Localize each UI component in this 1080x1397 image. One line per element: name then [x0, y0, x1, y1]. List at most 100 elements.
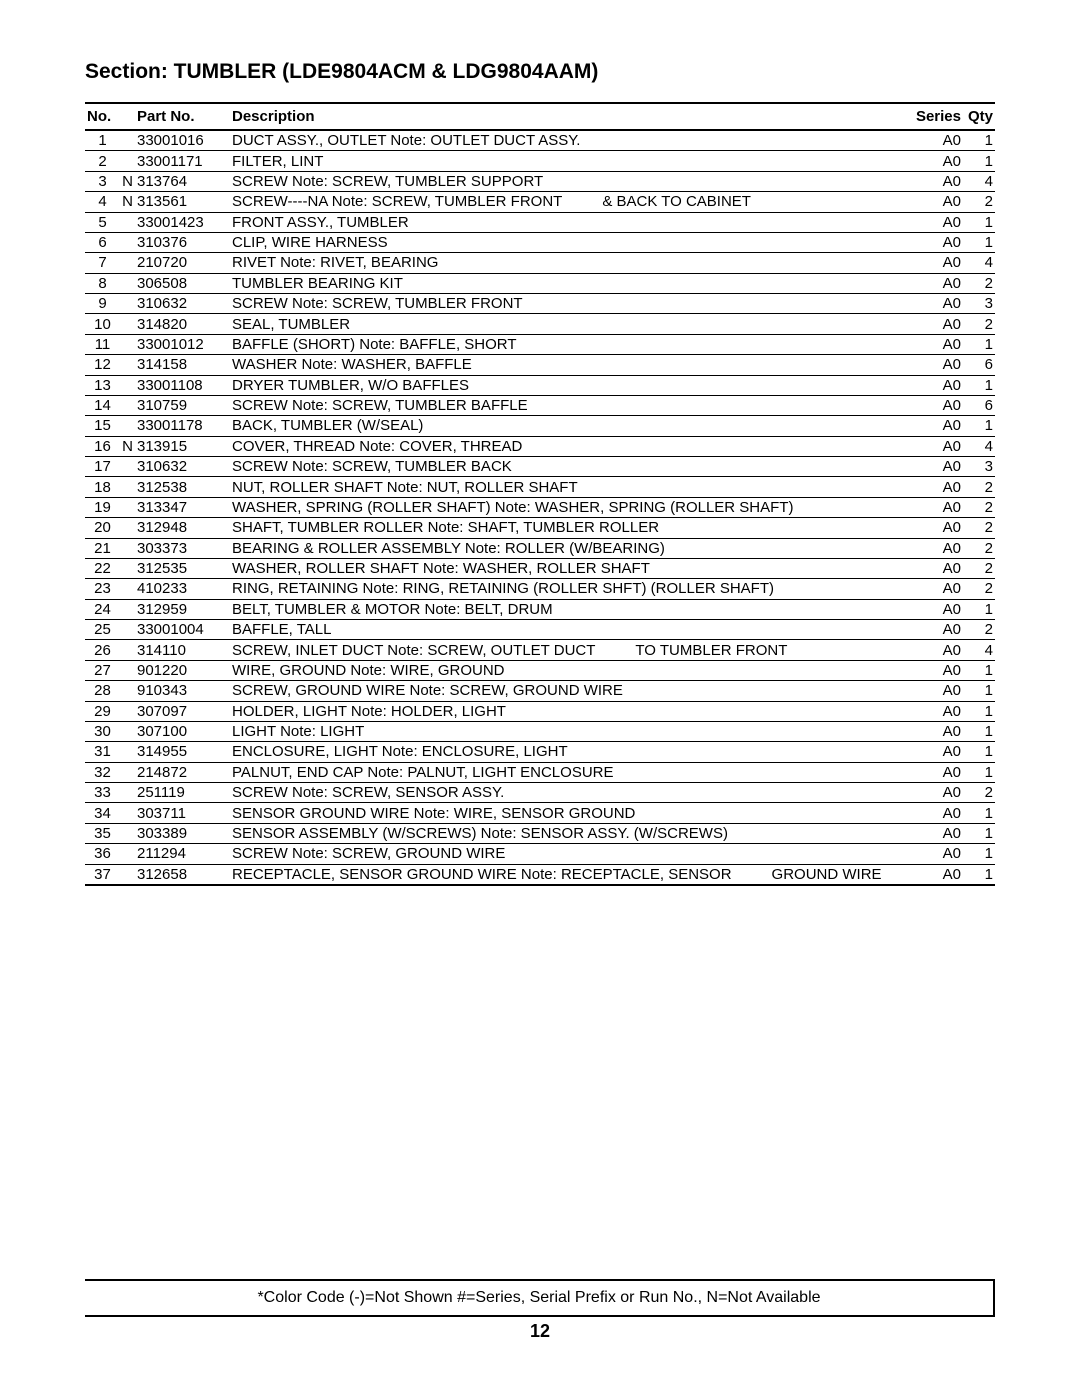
cell-desc-main: PALNUT, END CAP Note: PALNUT, LIGHT ENCL…	[232, 764, 614, 781]
cell-part: 901220	[135, 660, 230, 680]
cell-desc-main: WASHER, ROLLER SHAFT Note: WASHER, ROLLE…	[232, 560, 650, 577]
cell-desc: ENCLOSURE, LIGHT Note: ENCLOSURE, LIGHT	[230, 742, 908, 762]
cell-flag	[120, 762, 135, 782]
cell-no: 29	[85, 701, 120, 721]
cell-series: A0	[908, 681, 963, 701]
cell-desc-main: LIGHT Note: LIGHT	[232, 723, 364, 740]
cell-part: 306508	[135, 273, 230, 293]
cell-series: A0	[908, 620, 963, 640]
cell-no: 30	[85, 721, 120, 741]
cell-flag	[120, 497, 135, 517]
cell-desc-extra: & BACK TO CABINET	[602, 193, 751, 210]
cell-desc-main: SENSOR ASSEMBLY (W/SCREWS) Note: SENSOR …	[232, 825, 728, 842]
cell-no: 16	[85, 436, 120, 456]
cell-series: A0	[908, 375, 963, 395]
cell-flag	[120, 579, 135, 599]
cell-desc: HOLDER, LIGHT Note: HOLDER, LIGHT	[230, 701, 908, 721]
cell-desc-main: SENSOR GROUND WIRE Note: WIRE, SENSOR GR…	[232, 805, 635, 822]
cell-no: 28	[85, 681, 120, 701]
cell-desc-main: SHAFT, TUMBLER ROLLER Note: SHAFT, TUMBL…	[232, 519, 659, 536]
table-row: 9310632SCREW Note: SCREW, TUMBLER FRONTA…	[85, 294, 995, 314]
table-row: 133001016DUCT ASSY., OUTLET Note: OUTLET…	[85, 130, 995, 151]
cell-flag	[120, 518, 135, 538]
cell-desc: BAFFLE, TALL	[230, 620, 908, 640]
cell-qty: 1	[963, 864, 995, 885]
cell-desc-main: SCREW Note: SCREW, TUMBLER SUPPORT	[232, 173, 543, 190]
cell-series: A0	[908, 151, 963, 171]
cell-part: 310376	[135, 232, 230, 252]
cell-part: 314820	[135, 314, 230, 334]
cell-part: 303389	[135, 823, 230, 843]
cell-no: 13	[85, 375, 120, 395]
table-row: 3N313764SCREW Note: SCREW, TUMBLER SUPPO…	[85, 171, 995, 191]
cell-series: A0	[908, 171, 963, 191]
cell-flag	[120, 620, 135, 640]
cell-no: 1	[85, 130, 120, 151]
cell-desc: BAFFLE (SHORT) Note: BAFFLE, SHORT	[230, 334, 908, 354]
cell-qty: 1	[963, 232, 995, 252]
cell-part: 313764	[135, 171, 230, 191]
footer-legend: *Color Code (-)=Not Shown #=Series, Seri…	[85, 1279, 995, 1317]
cell-series: A0	[908, 742, 963, 762]
cell-qty: 1	[963, 212, 995, 232]
cell-series: A0	[908, 558, 963, 578]
cell-qty: 6	[963, 355, 995, 375]
table-row: 32214872PALNUT, END CAP Note: PALNUT, LI…	[85, 762, 995, 782]
cell-flag	[120, 783, 135, 803]
cell-part: 313347	[135, 497, 230, 517]
cell-qty: 2	[963, 620, 995, 640]
cell-qty: 4	[963, 253, 995, 273]
cell-qty: 2	[963, 558, 995, 578]
cell-desc: DRYER TUMBLER, W/O BAFFLES	[230, 375, 908, 395]
cell-desc: SENSOR GROUND WIRE Note: WIRE, SENSOR GR…	[230, 803, 908, 823]
cell-part: 313561	[135, 192, 230, 212]
cell-flag	[120, 395, 135, 415]
col-header-desc: Description	[230, 103, 908, 130]
cell-flag	[120, 375, 135, 395]
cell-flag	[120, 151, 135, 171]
cell-series: A0	[908, 783, 963, 803]
cell-qty: 6	[963, 395, 995, 415]
cell-part: 307100	[135, 721, 230, 741]
cell-no: 33	[85, 783, 120, 803]
col-header-part: Part No.	[135, 103, 230, 130]
cell-part: 310632	[135, 294, 230, 314]
cell-desc-main: SCREW----NA Note: SCREW, TUMBLER FRONT	[232, 193, 562, 210]
table-row: 36211294SCREW Note: SCREW, GROUND WIREA0…	[85, 844, 995, 864]
cell-flag	[120, 130, 135, 151]
cell-no: 10	[85, 314, 120, 334]
table-row: 12314158WASHER Note: WASHER, BAFFLEA06	[85, 355, 995, 375]
cell-series: A0	[908, 640, 963, 660]
table-row: 16N313915COVER, THREAD Note: COVER, THRE…	[85, 436, 995, 456]
table-row: 31314955ENCLOSURE, LIGHT Note: ENCLOSURE…	[85, 742, 995, 762]
cell-no: 32	[85, 762, 120, 782]
cell-flag	[120, 803, 135, 823]
cell-flag	[120, 355, 135, 375]
cell-series: A0	[908, 538, 963, 558]
cell-no: 21	[85, 538, 120, 558]
cell-part: 33001171	[135, 151, 230, 171]
table-row: 4N313561SCREW----NA Note: SCREW, TUMBLER…	[85, 192, 995, 212]
cell-desc: LIGHT Note: LIGHT	[230, 721, 908, 741]
cell-no: 15	[85, 416, 120, 436]
cell-desc: WASHER, ROLLER SHAFT Note: WASHER, ROLLE…	[230, 558, 908, 578]
table-row: 1533001178BACK, TUMBLER (W/SEAL)A01	[85, 416, 995, 436]
cell-part: 303711	[135, 803, 230, 823]
cell-series: A0	[908, 701, 963, 721]
cell-qty: 2	[963, 518, 995, 538]
cell-desc-main: CLIP, WIRE HARNESS	[232, 234, 388, 251]
cell-part: 33001016	[135, 130, 230, 151]
table-row: 17310632SCREW Note: SCREW, TUMBLER BACKA…	[85, 457, 995, 477]
col-header-qty: Qty	[963, 103, 995, 130]
cell-desc-main: SCREW Note: SCREW, GROUND WIRE	[232, 845, 505, 862]
cell-desc-main: HOLDER, LIGHT Note: HOLDER, LIGHT	[232, 703, 506, 720]
table-row: 34303711SENSOR GROUND WIRE Note: WIRE, S…	[85, 803, 995, 823]
cell-desc-main: BEARING & ROLLER ASSEMBLY Note: ROLLER (…	[232, 540, 665, 557]
cell-no: 7	[85, 253, 120, 273]
cell-desc: BELT, TUMBLER & MOTOR Note: BELT, DRUM	[230, 599, 908, 619]
cell-desc: SCREW, INLET DUCT Note: SCREW, OUTLET DU…	[230, 640, 908, 660]
cell-desc-main: TUMBLER BEARING KIT	[232, 275, 403, 292]
cell-qty: 1	[963, 660, 995, 680]
cell-flag: N	[120, 192, 135, 212]
table-row: 24312959BELT, TUMBLER & MOTOR Note: BELT…	[85, 599, 995, 619]
